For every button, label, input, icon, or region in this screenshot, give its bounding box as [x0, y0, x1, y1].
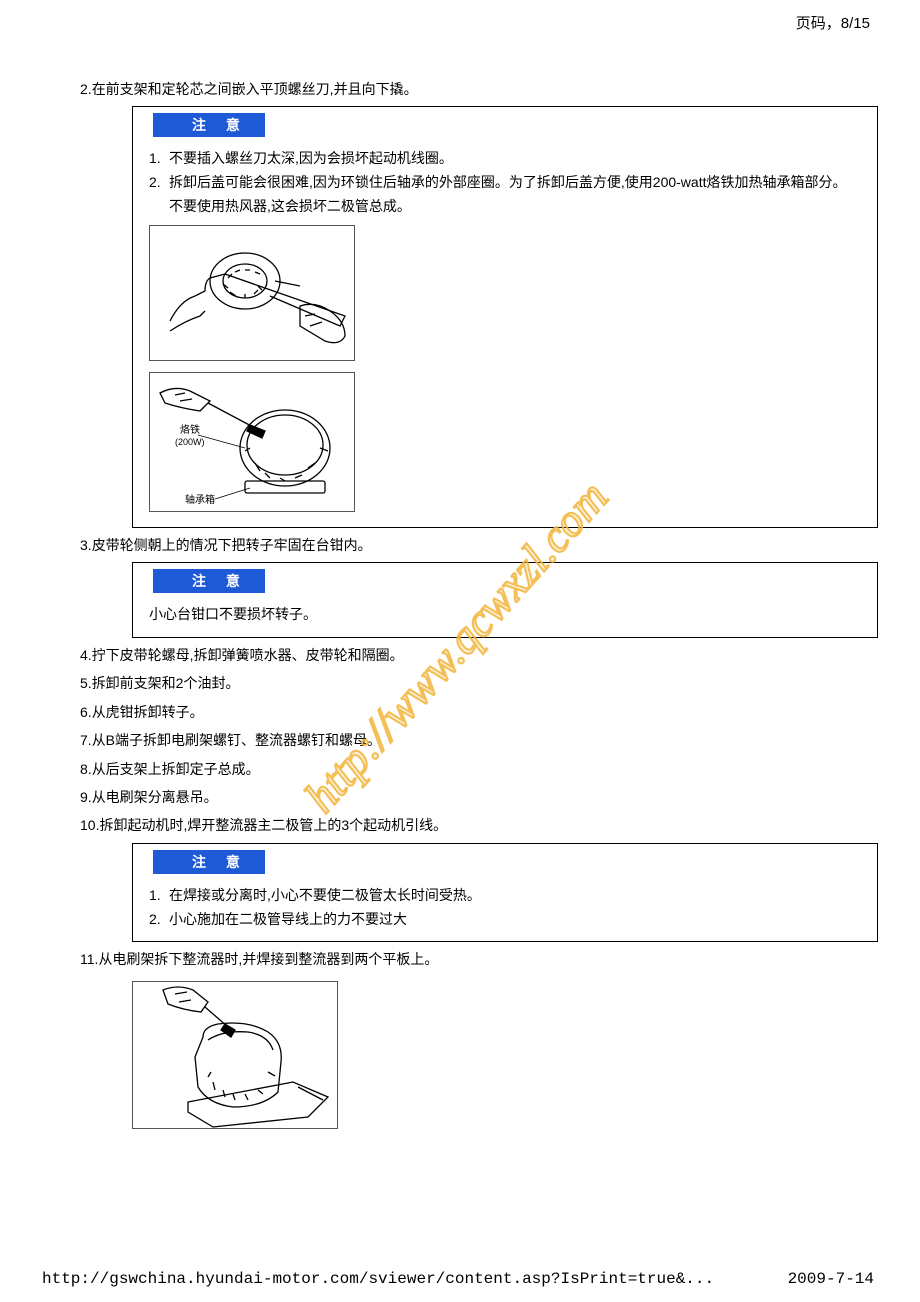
note-list: 1. 不要插入螺丝刀太深,因为会损坏起动机线圈。 2. 拆卸后盖可能会很困难,因…: [133, 143, 877, 220]
note-header: 注 意: [153, 850, 265, 874]
note-item-num: 1.: [149, 147, 169, 171]
note-item-text: 拆卸后盖可能会很困难,因为环锁住后轴承的外部座圈。为了拆卸后盖方便,使用200-…: [169, 171, 865, 219]
svg-text:轴承箱: 轴承箱: [185, 493, 215, 506]
note-single-text: 小心台钳口不要损坏转子。: [133, 599, 877, 629]
note-item-text: 小心施加在二极管导线上的力不要过大: [169, 908, 865, 932]
step-num: 5.: [42, 672, 92, 694]
step-4: 4. 拧下皮带轮螺母,拆卸弹簧喷水器、皮带轮和隔圈。: [42, 644, 878, 666]
page-number: 页码，8/15: [796, 12, 870, 33]
step-num: 8.: [42, 758, 92, 780]
note-item-text: 不要插入螺丝刀太深,因为会损坏起动机线圈。: [169, 147, 865, 171]
step-text: 皮带轮侧朝上的情况下把转子牢固在台钳内。: [92, 534, 878, 556]
note-item-text: 在焊接或分离时,小心不要使二极管太长时间受热。: [169, 884, 865, 908]
step-2: 2. 在前支架和定轮芯之间嵌入平顶螺丝刀,并且向下撬。: [42, 78, 878, 100]
step-text: 从后支架上拆卸定子总成。: [92, 758, 878, 780]
step-num: 4.: [42, 644, 92, 666]
step-text: 从电刷架拆下整流器时,并焊接到整流器到两个平板上。: [98, 948, 878, 970]
svg-text:(200W): (200W): [175, 437, 205, 447]
step-11: 11. 从电刷架拆下整流器时,并焊接到整流器到两个平板上。: [42, 948, 878, 970]
figure-soldering: 烙铁 (200W) 轴承箱: [149, 372, 355, 512]
footer-date: 2009-7-14: [788, 1270, 874, 1288]
step-6: 6. 从虎钳拆卸转子。: [42, 701, 878, 723]
step-text: 从B端子拆卸电刷架螺钉、整流器螺钉和螺母。: [92, 729, 878, 751]
note-item: 2. 拆卸后盖可能会很困难,因为环锁住后轴承的外部座圈。为了拆卸后盖方便,使用2…: [149, 171, 865, 219]
step-8: 8. 从后支架上拆卸定子总成。: [42, 758, 878, 780]
note-item-line2: 不要使用热风器,这会损坏二极管总成。: [169, 198, 411, 214]
step-7: 7. 从B端子拆卸电刷架螺钉、整流器螺钉和螺母。: [42, 729, 878, 751]
step-text: 拆卸起动机时,焊开整流器主二极管上的3个起动机引线。: [99, 814, 878, 836]
note-box-1: 注 意 1. 不要插入螺丝刀太深,因为会损坏起动机线圈。 2. 拆卸后盖可能会很…: [132, 106, 878, 527]
note-box-2: 注 意 小心台钳口不要损坏转子。: [132, 562, 878, 638]
note-header: 注 意: [153, 113, 265, 137]
step-text: 拧下皮带轮螺母,拆卸弹簧喷水器、皮带轮和隔圈。: [92, 644, 878, 666]
step-5: 5. 拆卸前支架和2个油封。: [42, 672, 878, 694]
step-num: 10.: [42, 814, 99, 836]
step-text: 从电刷架分离悬吊。: [92, 786, 878, 808]
footer-url: http://gswchina.hyundai-motor.com/sviewe…: [42, 1270, 714, 1288]
step-text: 拆卸前支架和2个油封。: [92, 672, 878, 694]
figure-wrap: [42, 977, 878, 1136]
step-3: 3. 皮带轮侧朝上的情况下把转子牢固在台钳内。: [42, 534, 878, 556]
figure-screwdriver: [149, 225, 355, 361]
note-item-num: 2.: [149, 908, 169, 932]
note-box-3: 注 意 1. 在焊接或分离时,小心不要使二极管太长时间受热。 2. 小心施加在二…: [132, 843, 878, 943]
figure-rectifier: [132, 981, 338, 1129]
content: 2. 在前支架和定轮芯之间嵌入平顶螺丝刀,并且向下撬。 注 意 1. 不要插入螺…: [0, 0, 920, 1136]
step-9: 9. 从电刷架分离悬吊。: [42, 786, 878, 808]
step-num: 7.: [42, 729, 92, 751]
note-item: 1. 在焊接或分离时,小心不要使二极管太长时间受热。: [149, 884, 865, 908]
svg-text:烙铁: 烙铁: [180, 423, 200, 436]
step-10: 10. 拆卸起动机时,焊开整流器主二极管上的3个起动机引线。: [42, 814, 878, 836]
step-num: 11.: [42, 948, 98, 970]
step-text: 从虎钳拆卸转子。: [92, 701, 878, 723]
note-item: 1. 不要插入螺丝刀太深,因为会损坏起动机线圈。: [149, 147, 865, 171]
note-item: 2. 小心施加在二极管导线上的力不要过大: [149, 908, 865, 932]
step-num: 2.: [42, 78, 92, 100]
step-text: 在前支架和定轮芯之间嵌入平顶螺丝刀,并且向下撬。: [92, 78, 878, 100]
note-item-num: 2.: [149, 171, 169, 219]
note-item-line1: 拆卸后盖可能会很困难,因为环锁住后轴承的外部座圈。为了拆卸后盖方便,使用200-…: [169, 174, 846, 190]
note-header: 注 意: [153, 569, 265, 593]
step-num: 6.: [42, 701, 92, 723]
note-item-num: 1.: [149, 884, 169, 908]
step-num: 3.: [42, 534, 92, 556]
step-num: 9.: [42, 786, 92, 808]
note-list: 1. 在焊接或分离时,小心不要使二极管太长时间受热。 2. 小心施加在二极管导线…: [133, 880, 877, 934]
